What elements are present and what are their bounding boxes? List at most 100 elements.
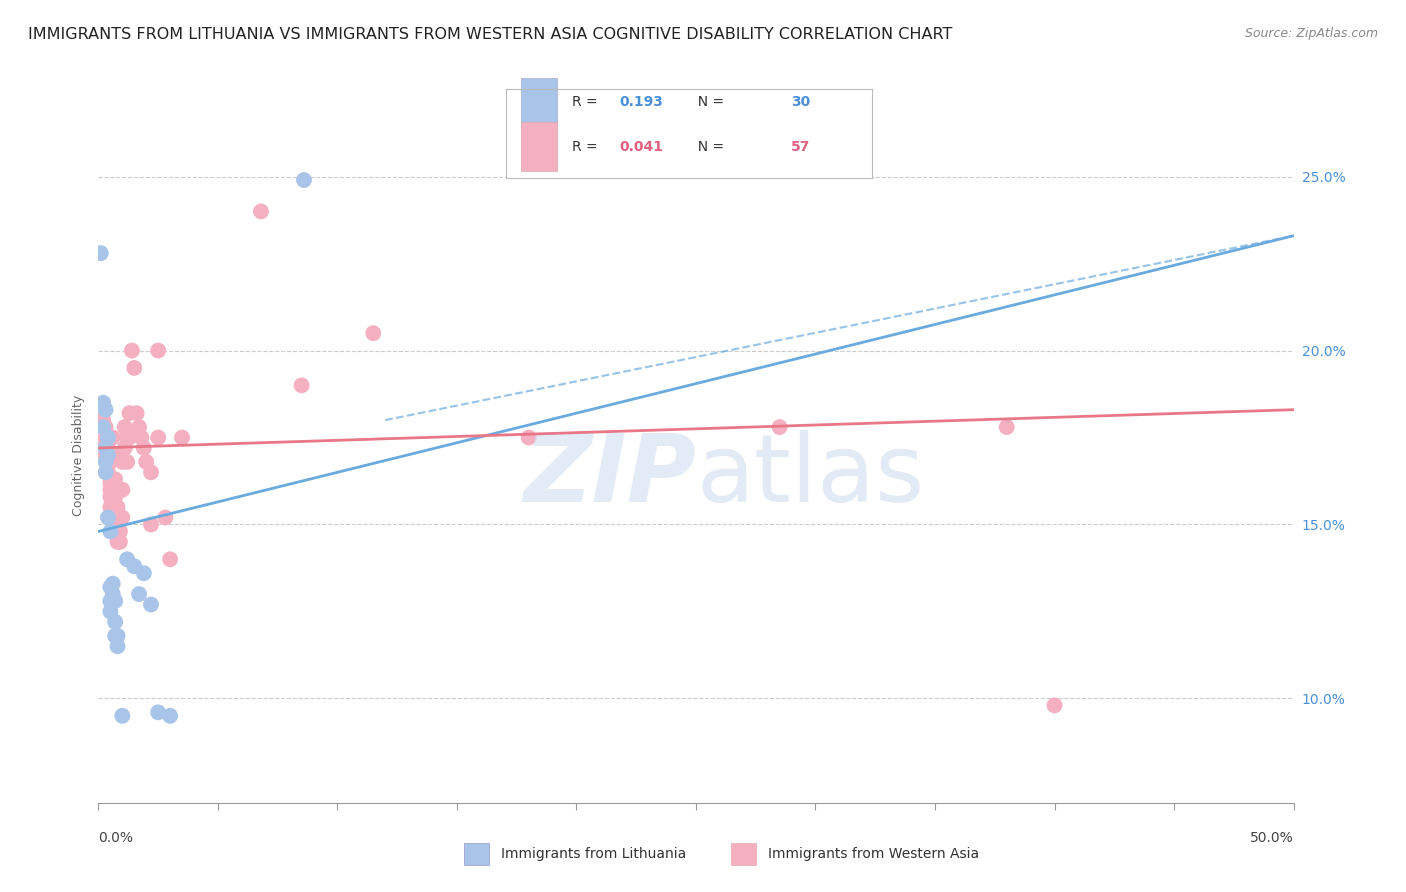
Point: [159, 552, 181, 566]
Point: [98, 455, 122, 469]
Point: [107, 639, 129, 653]
Text: 30: 30: [792, 95, 810, 109]
Point: [148, 431, 170, 445]
Point: [101, 587, 124, 601]
Point: [94, 448, 117, 462]
Point: [91, 420, 114, 434]
Point: [107, 500, 129, 514]
Point: [94, 441, 117, 455]
Point: [139, 598, 162, 612]
Point: [111, 708, 134, 723]
Point: [101, 475, 124, 490]
Point: [111, 510, 134, 524]
Point: [91, 413, 114, 427]
Text: Immigrants from Western Asia: Immigrants from Western Asia: [768, 847, 979, 861]
Text: R =: R =: [572, 95, 602, 109]
Point: [91, 420, 114, 434]
Point: [172, 431, 194, 445]
Text: 0.041: 0.041: [620, 140, 664, 153]
Point: [118, 431, 141, 445]
Point: [98, 475, 122, 490]
Bar: [520, 122, 557, 171]
Point: [94, 455, 117, 469]
Text: atlas: atlas: [696, 430, 924, 522]
Point: [94, 466, 117, 480]
Point: [111, 455, 134, 469]
Point: [108, 524, 131, 539]
Text: Source: ZipAtlas.com: Source: ZipAtlas.com: [1244, 27, 1378, 40]
Point: [121, 343, 143, 358]
Point: [104, 490, 127, 504]
Point: [128, 587, 150, 601]
Point: [98, 500, 122, 514]
Point: [94, 431, 117, 445]
Point: [97, 431, 120, 445]
Point: [101, 490, 124, 504]
Point: [124, 360, 146, 375]
Point: [1043, 698, 1066, 713]
Bar: [520, 78, 557, 127]
Point: [104, 448, 127, 462]
Y-axis label: Cognitive Disability: Cognitive Disability: [72, 394, 86, 516]
Text: IMMIGRANTS FROM LITHUANIA VS IMMIGRANTS FROM WESTERN ASIA COGNITIVE DISABILITY C: IMMIGRANTS FROM LITHUANIA VS IMMIGRANTS …: [28, 27, 952, 42]
Point: [131, 431, 153, 445]
Text: N =: N =: [689, 95, 728, 109]
Text: 50.0%: 50.0%: [1250, 830, 1294, 845]
Point: [90, 246, 112, 260]
Point: [104, 629, 127, 643]
Point: [101, 431, 124, 445]
Point: [98, 580, 122, 594]
Point: [98, 605, 122, 619]
Point: [94, 402, 117, 417]
Point: [768, 420, 790, 434]
Point: [114, 420, 136, 434]
Point: [98, 483, 122, 497]
Point: [90, 406, 112, 420]
Text: 0.193: 0.193: [620, 95, 664, 109]
Point: [104, 472, 127, 486]
Point: [104, 615, 127, 629]
Point: [139, 517, 162, 532]
Text: ZIP: ZIP: [523, 430, 696, 522]
Text: 0.0%: 0.0%: [98, 830, 134, 845]
Point: [104, 594, 127, 608]
Point: [125, 406, 148, 420]
Point: [291, 378, 314, 392]
Point: [114, 441, 136, 455]
Point: [107, 629, 129, 643]
Point: [159, 708, 181, 723]
Point: [139, 466, 162, 480]
Point: [107, 535, 129, 549]
Point: [97, 448, 120, 462]
Point: [91, 396, 114, 410]
Point: [995, 420, 1018, 434]
Point: [115, 455, 138, 469]
Point: [292, 173, 315, 187]
Point: [94, 437, 117, 451]
Point: [108, 535, 131, 549]
Point: [101, 576, 124, 591]
Point: [517, 431, 540, 445]
Point: [135, 455, 157, 469]
Point: [115, 431, 138, 445]
Point: [132, 441, 155, 455]
Text: R =: R =: [572, 140, 602, 153]
Point: [363, 326, 385, 341]
Point: [97, 510, 120, 524]
Point: [98, 490, 122, 504]
Text: Immigrants from Lithuania: Immigrants from Lithuania: [501, 847, 686, 861]
Point: [128, 420, 150, 434]
Point: [111, 483, 134, 497]
Point: [97, 466, 120, 480]
Point: [98, 524, 122, 539]
Point: [97, 455, 120, 469]
Point: [98, 594, 122, 608]
Point: [132, 566, 155, 581]
Point: [124, 559, 146, 574]
Point: [97, 431, 120, 445]
Point: [97, 441, 120, 455]
Point: [148, 706, 170, 720]
Point: [155, 510, 177, 524]
Point: [94, 420, 117, 434]
Point: [118, 406, 141, 420]
